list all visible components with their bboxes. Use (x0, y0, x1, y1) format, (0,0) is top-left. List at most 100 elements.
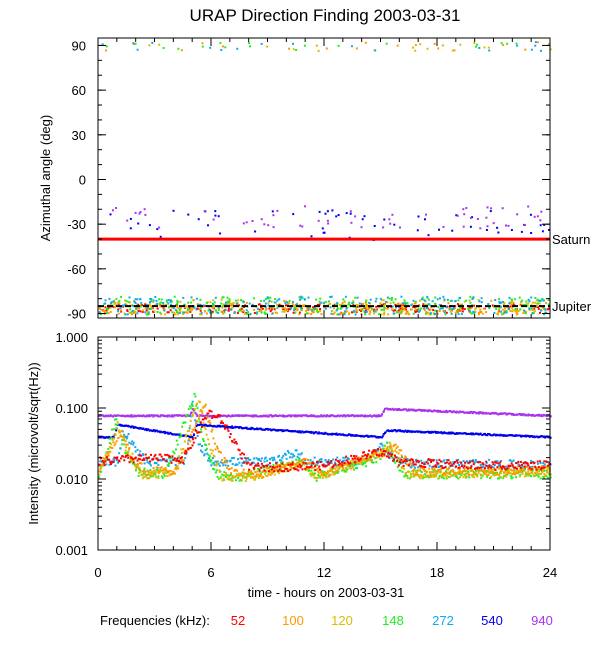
bottom-point (458, 411, 461, 414)
bottom-point (441, 460, 444, 463)
top-point (245, 301, 248, 304)
bottom-point (367, 457, 370, 460)
top-point (298, 303, 301, 306)
bottom-point (385, 455, 388, 458)
bottom-point (400, 408, 402, 411)
top-point (219, 42, 222, 45)
bottom-point (510, 477, 513, 480)
top-point (148, 224, 151, 227)
bottom-point (170, 415, 173, 418)
bottom-point (404, 462, 407, 465)
bottom-point (357, 456, 360, 459)
bottom-point (157, 463, 160, 466)
bottom-point (263, 460, 266, 463)
bottom-point (493, 433, 496, 436)
bottom-point (366, 459, 369, 462)
top-point (443, 299, 446, 302)
bottom-point (449, 475, 452, 478)
bottom-point (254, 463, 257, 466)
bottom-point (445, 477, 448, 480)
bottom-point (537, 468, 540, 471)
bottom-point (163, 469, 166, 472)
top-point (396, 310, 399, 313)
bottom-point (482, 433, 485, 436)
top-point (105, 45, 108, 48)
top-point (479, 308, 482, 311)
bottom-point (535, 467, 537, 470)
bottom-point (211, 428, 214, 431)
bottom-point (228, 474, 231, 477)
top-point (217, 215, 220, 218)
top-point (510, 303, 513, 306)
bottom-point (548, 465, 551, 468)
top-point (502, 312, 505, 315)
bottom-point (460, 465, 463, 468)
bottom-point (313, 476, 316, 479)
top-series-940 (112, 205, 543, 230)
bottom-point (383, 409, 386, 412)
bottom-point (211, 457, 214, 459)
bottom-point (145, 456, 148, 459)
top-point (167, 302, 170, 305)
bottom-point (361, 460, 364, 463)
bottom-point (512, 473, 515, 475)
bottom-point (111, 460, 114, 463)
bottom-point (473, 433, 476, 436)
bottom-point (203, 426, 206, 429)
top-point (450, 299, 453, 302)
bottom-point (142, 414, 145, 417)
bottom-point (364, 461, 367, 464)
bottom-point (113, 444, 116, 447)
bottom-point (411, 430, 414, 433)
bottom-point (372, 452, 375, 455)
bottom-point (116, 423, 119, 426)
top-point (354, 313, 357, 316)
bottom-point (174, 464, 177, 466)
top-point (372, 310, 375, 313)
bottom-point (454, 472, 457, 475)
bottom-point (108, 446, 111, 449)
top-point (169, 309, 172, 312)
top-point (480, 310, 483, 313)
bottom-point (99, 468, 102, 471)
bottom-point (519, 464, 522, 467)
top-point (136, 306, 139, 309)
bottom-point (112, 460, 115, 463)
bottom-point (271, 466, 274, 468)
bottom-point (333, 471, 336, 473)
bottom-point (348, 433, 351, 436)
top-point (273, 308, 276, 311)
bottom-point (267, 428, 270, 431)
top-point (268, 307, 271, 310)
bottom-point (256, 475, 259, 478)
bottom-point (139, 427, 142, 430)
bottom-point (296, 465, 299, 468)
bottom-point (306, 462, 309, 465)
bottom-point (340, 414, 343, 417)
top-point (524, 312, 527, 315)
bottom-point (309, 459, 312, 462)
bottom-point (107, 451, 110, 454)
top-point (167, 306, 170, 309)
top-point (339, 307, 342, 310)
bottom-point (223, 457, 226, 460)
bottom-point (200, 449, 202, 452)
top-point (360, 226, 363, 229)
top-point (233, 311, 236, 314)
top-point (259, 299, 262, 302)
bottom-point (458, 466, 461, 469)
bottom-point (356, 467, 359, 470)
bottom-point (272, 464, 275, 467)
top-point (230, 308, 233, 311)
bottom-point (229, 459, 232, 462)
bottom-point (163, 475, 166, 477)
bottom-point (494, 474, 497, 476)
bottom-point (212, 467, 215, 470)
bottom-point (383, 454, 386, 457)
top-point (360, 310, 363, 312)
bottom-point (406, 409, 409, 412)
top-point (214, 210, 217, 213)
bottom-point (344, 456, 347, 459)
bottom-point (148, 462, 151, 465)
top-point (432, 309, 435, 311)
